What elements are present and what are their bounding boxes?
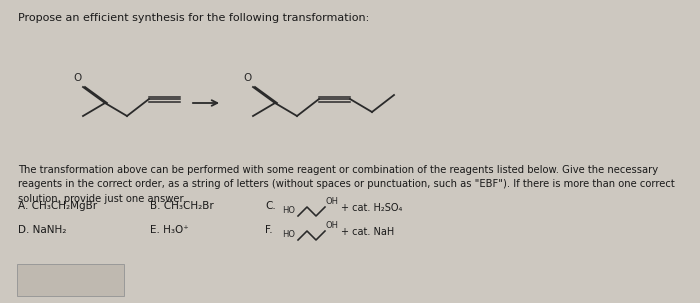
Text: F.: F.: [265, 225, 272, 235]
Text: E. H₃O⁺: E. H₃O⁺: [150, 225, 189, 235]
Text: D. NaNH₂: D. NaNH₂: [18, 225, 66, 235]
Text: OH: OH: [325, 197, 338, 206]
Text: B. CH₃CH₂Br: B. CH₃CH₂Br: [150, 201, 213, 211]
Text: O: O: [244, 73, 252, 83]
Text: C.: C.: [265, 201, 276, 211]
Text: The transformation above can be performed with some reagent or combination of th: The transformation above can be performe…: [18, 165, 675, 204]
Text: HO: HO: [282, 206, 295, 215]
Text: + cat. H₂SO₄: + cat. H₂SO₄: [341, 203, 402, 213]
Text: OH: OH: [325, 221, 338, 230]
Text: HO: HO: [282, 230, 295, 239]
Text: Propose an efficient synthesis for the following transformation:: Propose an efficient synthesis for the f…: [18, 13, 370, 23]
Text: A. CH₃CH₂MgBr: A. CH₃CH₂MgBr: [18, 201, 97, 211]
Text: O: O: [74, 73, 82, 83]
FancyBboxPatch shape: [17, 264, 124, 296]
Text: + cat. NaH: + cat. NaH: [341, 227, 394, 237]
